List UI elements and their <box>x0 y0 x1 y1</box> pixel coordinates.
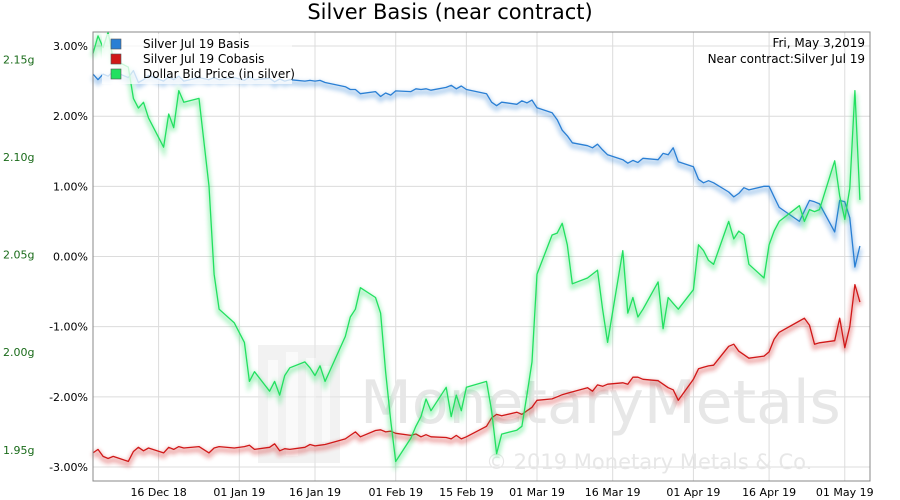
y-left-tick-label: 3.00% <box>53 40 88 53</box>
series-glow <box>91 286 863 468</box>
info-contract: Near contract:Silver Jul 19 <box>708 52 865 66</box>
y-right-tick-label: 2.05g <box>3 249 34 262</box>
watermark: MonetaryMetals © 2019 Monetary Metals & … <box>258 345 841 474</box>
legend-label: Dollar Bid Price (in silver) <box>143 67 295 81</box>
watermark-copyright: © 2019 Monetary Metals & Co. <box>486 450 812 474</box>
x-tick-label: 16 Jan 19 <box>289 486 341 499</box>
y-left-tick-label: -1.00% <box>49 321 88 334</box>
x-tick-label: 16 Mar 19 <box>585 486 641 499</box>
y-left-tick-label: 2.00% <box>53 110 88 123</box>
x-tick-label: 16 Dec 18 <box>130 486 186 499</box>
y-right-tick-label: 2.00g <box>3 346 34 359</box>
x-tick-label: 01 Apr 19 <box>666 486 720 499</box>
legend-label: Silver Jul 19 Cobasis <box>143 52 264 66</box>
series-line <box>92 283 861 463</box>
x-tick-label: 15 Feb 19 <box>439 486 493 499</box>
info-date: Fri, May 3,2019 <box>772 36 865 50</box>
x-tick-label: 01 Feb 19 <box>368 486 422 499</box>
x-tick-label: 01 Jan 19 <box>213 486 265 499</box>
legend-background <box>102 34 292 84</box>
x-tick-label: 16 Apr 19 <box>742 486 796 499</box>
x-axis: 16 Dec 18 01 Jan 19 16 Jan 19 01 Feb 19 15 F… <box>130 486 873 499</box>
y-left-tick-label: -2.00% <box>49 391 88 404</box>
chart-title: Silver Basis (near contract) <box>307 0 592 24</box>
watermark-brand: MonetaryMetals <box>360 368 841 438</box>
right-axis: 2.15g 2.10g 2.05g 2.00g 1.95g <box>3 53 34 456</box>
legend-swatch <box>110 53 122 65</box>
legend-label: Silver Jul 19 Basis <box>143 37 249 51</box>
legend-swatch <box>110 68 122 80</box>
series-1 <box>91 283 863 468</box>
series-line <box>92 31 861 463</box>
y-left-tick-label: -3.00% <box>49 461 88 474</box>
legend-swatch <box>110 38 122 50</box>
x-tick-label: 01 May 19 <box>816 486 874 499</box>
y-right-tick-label: 2.10g <box>3 151 34 164</box>
y-right-tick-label: 1.95g <box>3 444 34 457</box>
info-box: Fri, May 3,2019 Near contract:Silver Jul… <box>708 36 865 66</box>
series-2 <box>90 31 863 472</box>
y-right-tick-label: 2.15g <box>3 53 34 66</box>
y-left-tick-label: 0.00% <box>53 251 88 264</box>
y-left-tick-label: 1.00% <box>53 180 88 193</box>
left-axis: 3.00% 2.00% 1.00% 0.00% -1.00% -2.00% -3.00% <box>49 40 88 474</box>
plot-border <box>92 31 871 482</box>
x-tick-label: 01 Mar 19 <box>509 486 565 499</box>
